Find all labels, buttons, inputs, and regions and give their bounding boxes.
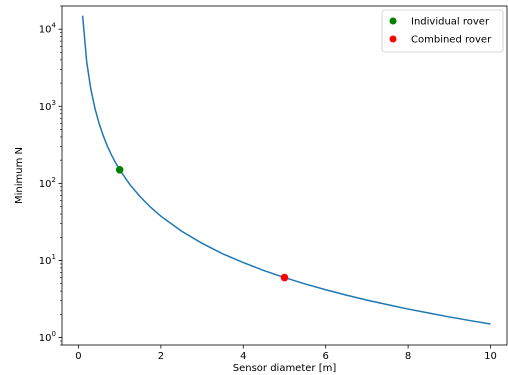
x-tick-label-1: 2 <box>158 351 164 362</box>
x-axis-label: Sensor diameter [m] <box>233 363 337 374</box>
legend-box <box>381 9 504 53</box>
y-axis-label: Minimum N <box>14 147 25 204</box>
legend-label-1: Combined rover <box>411 35 492 46</box>
data-point-0 <box>115 165 124 174</box>
x-tick-label-3: 6 <box>323 351 329 362</box>
legend-marker-0 <box>389 17 397 25</box>
y-tick-label-1: 101 <box>39 253 56 267</box>
legend-label-0: Individual rover <box>411 17 490 28</box>
x-tick-label-5: 10 <box>484 351 497 362</box>
y-tick-label-4: 104 <box>39 22 57 36</box>
x-tick-label-4: 8 <box>405 351 411 362</box>
x-tick-label-2: 4 <box>240 351 246 362</box>
y-tick-label-3: 103 <box>39 99 56 113</box>
legend: Individual rover Combined rover <box>381 9 504 53</box>
legend-marker-1 <box>389 35 397 43</box>
y-tick-label-0: 100 <box>39 330 56 344</box>
x-tick-label-0: 0 <box>75 351 81 362</box>
plot-frame <box>61 5 508 346</box>
data-point-1 <box>280 273 289 282</box>
axes: 0 2 4 6 8 10 100 101 102 103 104 Sensor diameter [m… <box>14 5 508 374</box>
y-tick-label-2: 102 <box>39 176 56 190</box>
series-line-0 <box>81 15 491 325</box>
plot-area <box>81 15 491 325</box>
